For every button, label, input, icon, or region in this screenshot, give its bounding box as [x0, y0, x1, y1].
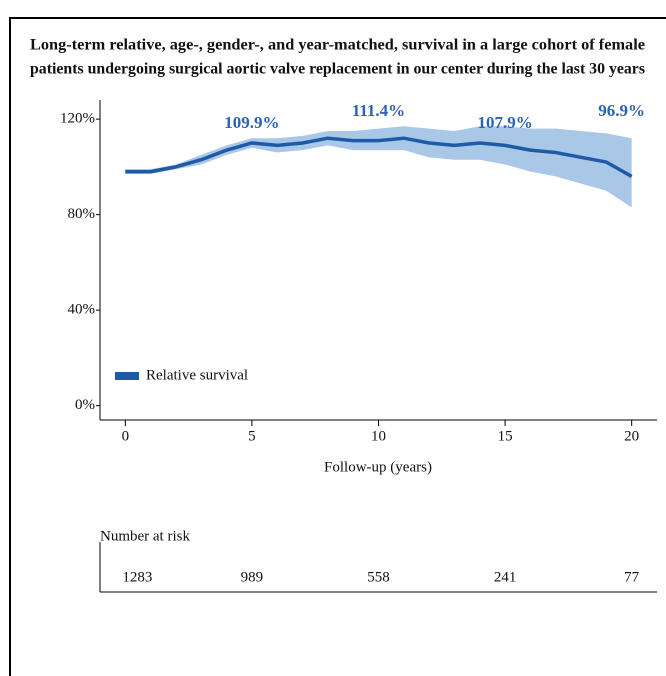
chart-title: Long-term relative, age-, gender-, and y… [30, 37, 645, 54]
x-tick-label: 10 [371, 428, 386, 444]
risk-value: 558 [367, 569, 390, 585]
x-tick-label: 0 [122, 428, 130, 444]
x-tick-label: 20 [624, 428, 639, 444]
risk-value: 989 [241, 569, 264, 585]
risk-title: Number at risk [100, 528, 190, 544]
annotation: 111.4% [352, 101, 405, 120]
confidence-band [125, 126, 632, 208]
legend-label: Relative survival [146, 367, 248, 383]
y-tick-label: 80% [68, 206, 96, 222]
y-tick-label: 40% [68, 302, 96, 318]
frame [9, 17, 666, 676]
chart-title: patients undergoing surgical aortic valv… [30, 61, 645, 78]
y-tick-label: 0% [75, 397, 95, 413]
risk-value: 1283 [122, 569, 152, 585]
legend-swatch [115, 372, 139, 380]
x-tick-label: 5 [248, 428, 256, 444]
x-tick-label: 15 [498, 428, 513, 444]
y-tick-label: 120% [60, 111, 95, 127]
risk-value: 77 [624, 569, 640, 585]
survival-line [125, 136, 633, 178]
annotation: 96.9% [598, 101, 645, 120]
annotation: 109.9% [224, 113, 279, 132]
annotation: 107.9% [477, 113, 532, 132]
x-axis-label: Follow-up (years) [324, 459, 432, 475]
risk-value: 241 [494, 569, 517, 585]
